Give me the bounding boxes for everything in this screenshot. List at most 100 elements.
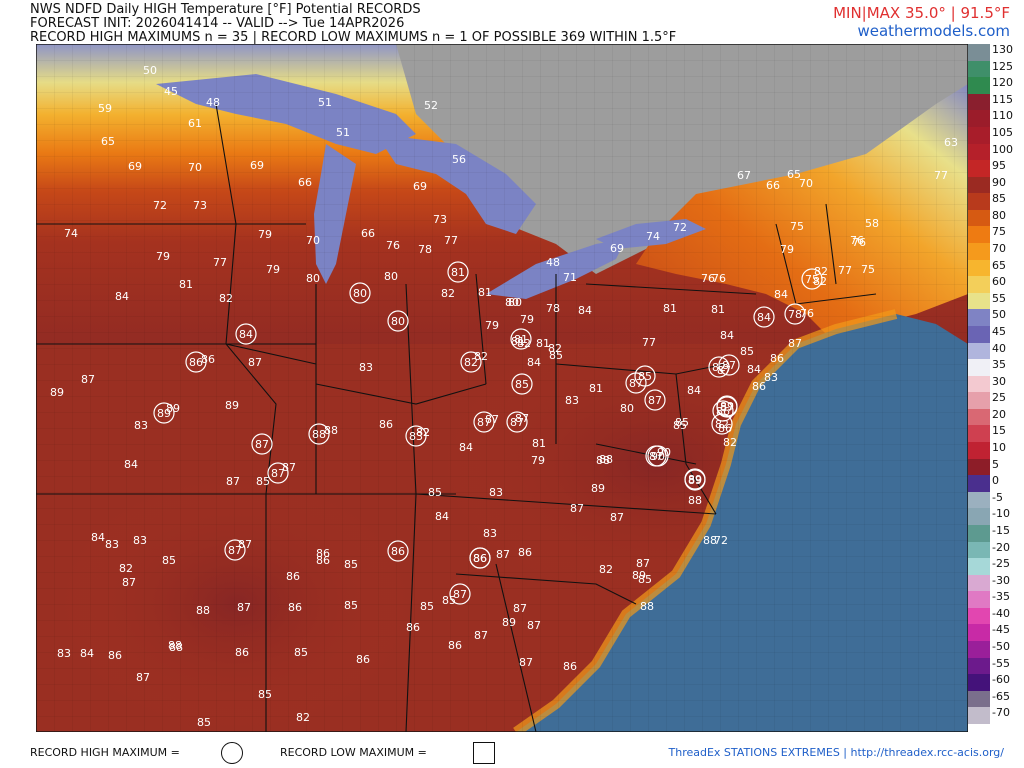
station-temp-label: 85: [549, 349, 563, 362]
station-temp-label: 71: [563, 271, 577, 284]
station-temp-label: 83: [483, 527, 497, 540]
colorbar-tick-label: 95: [992, 159, 1006, 173]
record-high-marker: 81: [447, 261, 469, 283]
station-temp-label: 83: [489, 486, 503, 499]
station-temp-label: 85: [420, 600, 434, 613]
brand-link[interactable]: weathermodels.com: [857, 22, 1010, 40]
threadex-source-link[interactable]: ThreadEx STATIONS EXTREMES | http://thre…: [668, 746, 1005, 759]
record-high-circle-icon: [387, 310, 409, 332]
station-temp-label: 77: [642, 336, 656, 349]
record-high-value: 86: [473, 552, 487, 565]
record-low-legend-square-icon: [473, 742, 495, 764]
station-temp-label: 89: [225, 399, 239, 412]
station-temp-label: 69: [128, 160, 142, 173]
colorbar-tick-label: 70: [992, 242, 1006, 256]
station-temp-label: 56: [452, 153, 466, 166]
colorbar-tick-label: -15: [992, 523, 1010, 537]
record-high-value: 87: [453, 588, 467, 601]
colorbar-tick-label: 50: [992, 308, 1006, 322]
station-temp-label: 65: [787, 168, 801, 181]
station-temp-label: 83: [134, 419, 148, 432]
station-temp-label: 59: [98, 102, 112, 115]
colorbar-swatch: [968, 193, 990, 211]
station-temp-label: 84: [435, 510, 449, 523]
map-canvas: 50 45 48 51 52 59 61 65 51 69 70 69 66 69 56 72 73 74 79 70…: [35, 43, 982, 737]
colorbar-swatch: [968, 657, 990, 675]
record-high-circle-icon: [711, 413, 733, 435]
colorbar-swatch: [968, 541, 990, 559]
station-temp-label: 88: [640, 600, 654, 613]
record-high-circle-icon: [506, 411, 528, 433]
station-temp-label: 83: [133, 534, 147, 547]
record-high-value: 87: [629, 377, 643, 390]
colorbar-tick-label: 30: [992, 374, 1006, 388]
station-temp-label: 87: [122, 576, 136, 589]
colorbar-swatch: [968, 475, 990, 493]
record-high-circle-icon: [267, 462, 289, 484]
record-high-value: 81: [514, 333, 528, 346]
station-temp-label: 85: [675, 416, 689, 429]
colorbar-swatch: [968, 524, 990, 543]
station-temp-label: 58: [865, 217, 879, 230]
record-high-marker: 87: [224, 539, 246, 561]
colorbar-tick-label: 110: [992, 109, 1013, 123]
colorbar-tick-label: 10: [992, 441, 1006, 455]
station-temp-label: 87: [496, 548, 510, 561]
station-temp-label: 89: [50, 386, 64, 399]
colorbar-swatch: [968, 44, 990, 62]
colorbar-tick-label: 105: [992, 125, 1013, 139]
record-high-value: 87: [271, 467, 285, 480]
colorbar-tick-label: 65: [992, 258, 1006, 272]
colorbar-swatch: [968, 707, 990, 725]
record-high-circle-icon: [224, 539, 246, 561]
colorbar-swatch: [968, 126, 990, 144]
record-high-marker: 80: [387, 310, 409, 332]
station-temp-label: 85: [258, 688, 272, 701]
record-high-marker: 87: [267, 462, 289, 484]
colorbar-tick-label: 55: [992, 291, 1006, 305]
station-temp-label: 86: [356, 653, 370, 666]
colorbar-swatch: [968, 160, 990, 178]
station-temp-label: 79: [266, 263, 280, 276]
record-high-marker: 87: [644, 389, 666, 411]
colorbar-swatch: [968, 309, 990, 327]
station-temp-label: 82: [219, 292, 233, 305]
station-temp-label: 84: [578, 304, 592, 317]
record-low-legend-label: RECORD LOW MAXIMUM =: [280, 746, 427, 759]
station-temp-label: 84: [459, 441, 473, 454]
station-temp-label: 79: [531, 454, 545, 467]
record-high-marker: 78: [784, 303, 806, 325]
station-temp-label: 86: [379, 418, 393, 431]
record-high-value: 80: [391, 315, 405, 328]
record-high-circle-icon: [185, 351, 207, 373]
station-temp-label: 78: [546, 302, 560, 315]
record-high-marker: 87: [506, 411, 528, 433]
colorbar-tick-label: 130: [992, 43, 1013, 56]
station-temp-label: 87: [248, 356, 262, 369]
colorbar-swatch: [968, 226, 990, 244]
record-high-marker: 86: [469, 547, 491, 569]
station-temp-label: 52: [424, 99, 438, 112]
station-temp-label: 87: [515, 412, 529, 425]
station-temp-label: 79: [258, 228, 272, 241]
station-temp-label: 79: [520, 313, 534, 326]
record-high-value: 90: [651, 450, 665, 463]
station-temp-label: 84: [115, 290, 129, 303]
station-temp-label: 85: [740, 345, 754, 358]
record-high-value: 87: [510, 416, 524, 429]
record-high-circle-icon: [235, 323, 257, 345]
colorbar-tick-label: -60: [992, 673, 1010, 687]
station-temp-label: 87: [474, 629, 488, 642]
record-high-circle-icon: [684, 468, 706, 490]
station-temp-label: 83: [764, 371, 778, 384]
record-high-circle-icon: [473, 411, 495, 433]
title-line-1: NWS NDFD Daily HIGH Temperature [°F] Pot…: [30, 2, 421, 17]
station-temp-label: 86: [518, 546, 532, 559]
record-high-marker: 84: [235, 323, 257, 345]
record-high-circle-icon: [447, 261, 469, 283]
colorbar-tick-label: -10: [992, 507, 1010, 521]
record-high-value: 87: [648, 394, 662, 407]
station-temp-label: 86: [288, 601, 302, 614]
colorbar-tick-label: 75: [992, 225, 1006, 239]
station-temp-label: 87: [717, 364, 731, 377]
